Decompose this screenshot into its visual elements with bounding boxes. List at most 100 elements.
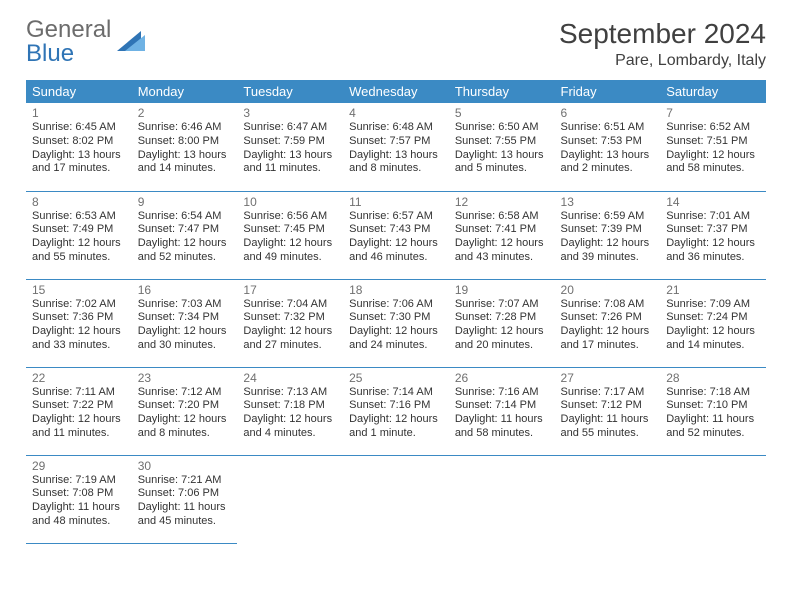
sunset-line: Sunset: 7:57 PM [349,135,443,149]
sunset-line: Sunset: 8:02 PM [32,135,126,149]
day-number: 10 [243,195,337,209]
day-number: 9 [138,195,232,209]
logo-top: General [26,16,111,43]
logo-bottom: Blue [26,40,74,67]
sunrise-line: Sunrise: 7:09 AM [666,298,760,312]
sunrise-line: Sunrise: 6:52 AM [666,121,760,135]
day-number: 29 [32,459,126,473]
day-number: 4 [349,106,443,120]
sunset-line: Sunset: 7:12 PM [561,399,655,413]
daylight-line: Daylight: 11 hours and 45 minutes. [138,501,232,529]
sunset-line: Sunset: 7:37 PM [666,223,760,237]
sunrise-line: Sunrise: 7:14 AM [349,386,443,400]
calendar-cell: 10Sunrise: 6:56 AMSunset: 7:45 PMDayligh… [237,191,343,279]
sunrise-line: Sunrise: 6:56 AM [243,210,337,224]
day-number: 23 [138,371,232,385]
top-bar: General Blue September 2024 Pare, Lombar… [26,18,766,70]
sunrise-line: Sunrise: 6:48 AM [349,121,443,135]
sunrise-line: Sunrise: 7:19 AM [32,474,126,488]
calendar-cell: 27Sunrise: 7:17 AMSunset: 7:12 PMDayligh… [555,367,661,455]
day-number: 17 [243,283,337,297]
sunset-line: Sunset: 7:32 PM [243,311,337,325]
calendar-cell: 9Sunrise: 6:54 AMSunset: 7:47 PMDaylight… [132,191,238,279]
day-number: 28 [666,371,760,385]
sunset-line: Sunset: 7:49 PM [32,223,126,237]
calendar-cell: 7Sunrise: 6:52 AMSunset: 7:51 PMDaylight… [660,103,766,191]
calendar-cell: 5Sunrise: 6:50 AMSunset: 7:55 PMDaylight… [449,103,555,191]
day-number: 30 [138,459,232,473]
calendar-cell: 23Sunrise: 7:12 AMSunset: 7:20 PMDayligh… [132,367,238,455]
calendar-cell: 22Sunrise: 7:11 AMSunset: 7:22 PMDayligh… [26,367,132,455]
daylight-line: Daylight: 12 hours and 30 minutes. [138,325,232,353]
sunrise-line: Sunrise: 6:51 AM [561,121,655,135]
calendar-cell-empty [555,455,661,543]
day-number: 11 [349,195,443,209]
sunset-line: Sunset: 7:51 PM [666,135,760,149]
location: Pare, Lombardy, Italy [559,52,766,70]
sunset-line: Sunset: 7:34 PM [138,311,232,325]
calendar-cell-empty [449,455,555,543]
daylight-line: Daylight: 12 hours and 58 minutes. [666,149,760,177]
day-number: 2 [138,106,232,120]
sunrise-line: Sunrise: 7:13 AM [243,386,337,400]
weekday-header: Friday [555,80,661,103]
daylight-line: Daylight: 12 hours and 27 minutes. [243,325,337,353]
weekday-header: Wednesday [343,80,449,103]
daylight-line: Daylight: 12 hours and 11 minutes. [32,413,126,441]
daylight-line: Daylight: 12 hours and 33 minutes. [32,325,126,353]
sunset-line: Sunset: 7:16 PM [349,399,443,413]
calendar-cell: 29Sunrise: 7:19 AMSunset: 7:08 PMDayligh… [26,455,132,543]
sunrise-line: Sunrise: 7:04 AM [243,298,337,312]
calendar-cell: 19Sunrise: 7:07 AMSunset: 7:28 PMDayligh… [449,279,555,367]
sunset-line: Sunset: 7:06 PM [138,487,232,501]
sunrise-line: Sunrise: 7:18 AM [666,386,760,400]
sunset-line: Sunset: 7:41 PM [455,223,549,237]
daylight-line: Daylight: 11 hours and 52 minutes. [666,413,760,441]
day-number: 26 [455,371,549,385]
sunrise-line: Sunrise: 6:59 AM [561,210,655,224]
sunrise-line: Sunrise: 6:53 AM [32,210,126,224]
sunrise-line: Sunrise: 6:47 AM [243,121,337,135]
daylight-line: Daylight: 12 hours and 24 minutes. [349,325,443,353]
calendar-cell: 1Sunrise: 6:45 AMSunset: 8:02 PMDaylight… [26,103,132,191]
daylight-line: Daylight: 12 hours and 43 minutes. [455,237,549,265]
calendar-cell-empty [237,455,343,543]
daylight-line: Daylight: 13 hours and 5 minutes. [455,149,549,177]
calendar-table: SundayMondayTuesdayWednesdayThursdayFrid… [26,80,766,544]
sunrise-line: Sunrise: 6:58 AM [455,210,549,224]
sunset-line: Sunset: 7:39 PM [561,223,655,237]
sunrise-line: Sunrise: 7:11 AM [32,386,126,400]
calendar-cell: 13Sunrise: 6:59 AMSunset: 7:39 PMDayligh… [555,191,661,279]
daylight-line: Daylight: 11 hours and 58 minutes. [455,413,549,441]
sunset-line: Sunset: 7:14 PM [455,399,549,413]
sunset-line: Sunset: 7:45 PM [243,223,337,237]
calendar-cell: 25Sunrise: 7:14 AMSunset: 7:16 PMDayligh… [343,367,449,455]
day-number: 6 [561,106,655,120]
daylight-line: Daylight: 12 hours and 52 minutes. [138,237,232,265]
daylight-line: Daylight: 13 hours and 14 minutes. [138,149,232,177]
sunset-line: Sunset: 7:30 PM [349,311,443,325]
calendar-cell: 17Sunrise: 7:04 AMSunset: 7:32 PMDayligh… [237,279,343,367]
weekday-header: Thursday [449,80,555,103]
day-number: 14 [666,195,760,209]
sunrise-line: Sunrise: 7:16 AM [455,386,549,400]
daylight-line: Daylight: 12 hours and 14 minutes. [666,325,760,353]
weekday-header: Monday [132,80,238,103]
sunset-line: Sunset: 7:43 PM [349,223,443,237]
daylight-line: Daylight: 12 hours and 39 minutes. [561,237,655,265]
day-number: 7 [666,106,760,120]
day-number: 21 [666,283,760,297]
sunrise-line: Sunrise: 7:01 AM [666,210,760,224]
calendar-cell: 30Sunrise: 7:21 AMSunset: 7:06 PMDayligh… [132,455,238,543]
calendar-cell: 11Sunrise: 6:57 AMSunset: 7:43 PMDayligh… [343,191,449,279]
sunrise-line: Sunrise: 6:46 AM [138,121,232,135]
sunrise-line: Sunrise: 6:45 AM [32,121,126,135]
sunset-line: Sunset: 7:26 PM [561,311,655,325]
weekday-header: Saturday [660,80,766,103]
sunset-line: Sunset: 7:36 PM [32,311,126,325]
month-title: September 2024 [559,18,766,50]
day-number: 18 [349,283,443,297]
calendar-cell: 24Sunrise: 7:13 AMSunset: 7:18 PMDayligh… [237,367,343,455]
sunset-line: Sunset: 7:28 PM [455,311,549,325]
calendar-cell-empty [343,455,449,543]
